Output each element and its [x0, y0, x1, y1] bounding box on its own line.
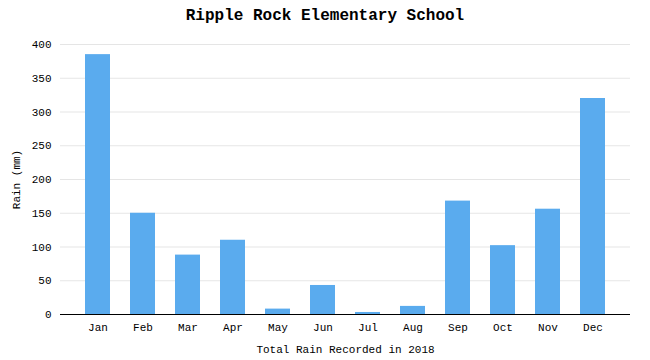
- svg-text:Oct: Oct: [493, 322, 513, 334]
- svg-text:Sep: Sep: [448, 322, 468, 334]
- svg-text:400: 400: [32, 39, 52, 51]
- svg-text:Nov: Nov: [538, 322, 558, 334]
- svg-text:Rain (mm): Rain (mm): [11, 150, 23, 209]
- svg-text:0: 0: [45, 309, 52, 321]
- svg-text:Aug: Aug: [403, 322, 423, 334]
- svg-text:100: 100: [32, 242, 52, 254]
- html-text:Ripple Rock Elementary School: Ripple Rock Elementary School: [185, 7, 465, 25]
- svg-text:200: 200: [32, 174, 52, 186]
- svg-text:350: 350: [32, 73, 52, 85]
- svg-text:Jun: Jun: [313, 322, 333, 334]
- svg-text:Dec: Dec: [583, 322, 603, 334]
- svg-text:Apr: Apr: [223, 322, 243, 334]
- svg-text:Total Rain Recorded in 2018: Total Rain Recorded in 2018: [256, 344, 434, 356]
- svg-text:150: 150: [32, 208, 52, 220]
- svg-text:300: 300: [32, 107, 52, 119]
- svg-text:Feb: Feb: [133, 322, 153, 334]
- svg-text:250: 250: [32, 140, 52, 152]
- svg-text:Jul: Jul: [358, 322, 378, 334]
- svg-text:May: May: [268, 322, 288, 334]
- svg-text:Jan: Jan: [88, 322, 108, 334]
- svg-text:Mar: Mar: [178, 322, 198, 334]
- svg-text:50: 50: [38, 275, 51, 287]
